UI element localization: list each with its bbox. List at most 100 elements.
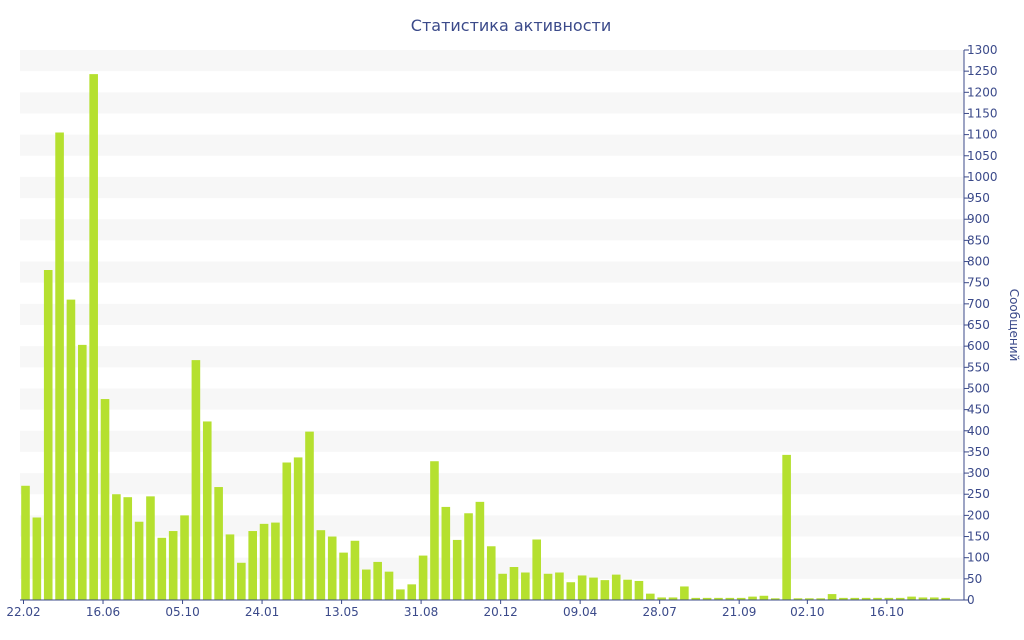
bar <box>180 515 189 600</box>
bar <box>464 513 473 600</box>
y-tick-label: 650 <box>967 318 990 332</box>
bar <box>498 573 507 600</box>
bar <box>282 462 292 600</box>
bar <box>680 586 689 600</box>
y-tick-label: 400 <box>967 424 990 438</box>
grid-band <box>20 134 964 156</box>
bar <box>305 431 314 600</box>
bar <box>259 523 269 600</box>
x-tick-label: 02.10 <box>790 605 824 619</box>
bar <box>327 536 337 600</box>
bar <box>691 597 701 600</box>
bar <box>362 569 371 600</box>
bar <box>112 494 121 600</box>
bar <box>134 521 144 600</box>
bar <box>418 555 428 600</box>
grid-band <box>20 515 964 537</box>
bar <box>600 580 610 600</box>
bar <box>384 571 394 600</box>
bar <box>373 561 382 600</box>
bar <box>657 597 666 600</box>
grid-band <box>20 303 964 325</box>
x-tick-label: 16.10 <box>870 605 904 619</box>
y-tick-label: 1200 <box>967 85 998 99</box>
y-tick-label: 1050 <box>967 149 998 163</box>
y-tick-label: 200 <box>967 508 990 522</box>
y-tick-label: 1100 <box>967 128 998 142</box>
bar <box>350 540 360 600</box>
bar <box>759 595 769 600</box>
x-tick-label: 28.07 <box>642 605 676 619</box>
grid-band <box>20 430 964 452</box>
bar <box>293 457 303 600</box>
grid-band <box>20 261 964 283</box>
grid-bands <box>20 50 964 579</box>
bar <box>816 598 825 600</box>
bar <box>100 399 110 600</box>
y-tick-label: 0 <box>967 593 975 607</box>
bar <box>827 594 837 600</box>
bar <box>839 597 848 600</box>
x-tick-label: 05.10 <box>165 605 199 619</box>
bar <box>157 537 167 600</box>
y-tick-label: 300 <box>967 466 990 480</box>
chart-title: Статистика активности <box>411 16 611 35</box>
bar <box>725 597 735 600</box>
bar <box>486 546 496 600</box>
bar <box>430 461 439 600</box>
bar <box>589 577 598 600</box>
grid-band <box>20 388 964 410</box>
y-tick-label: 1000 <box>967 170 998 184</box>
bar <box>78 344 87 600</box>
x-tick-label: 24.01 <box>245 605 279 619</box>
x-tick-label: 16.06 <box>86 605 120 619</box>
bar <box>339 552 348 600</box>
y-tick-label: 1250 <box>967 64 998 78</box>
bar <box>714 597 723 600</box>
bar <box>248 531 257 600</box>
y-tick-label: 900 <box>967 212 990 226</box>
y-tick-label: 1150 <box>967 106 998 120</box>
bar <box>123 497 133 600</box>
bar <box>941 597 950 600</box>
grid-band <box>20 50 964 72</box>
bar <box>907 596 916 600</box>
bar <box>89 74 98 601</box>
y-tick-label: 100 <box>967 551 990 565</box>
x-tick-label: 31.08 <box>404 605 438 619</box>
bar <box>646 593 655 600</box>
bar <box>918 597 928 600</box>
bar <box>225 534 235 600</box>
bar <box>805 598 814 600</box>
y-tick-label: 1300 <box>967 43 998 57</box>
grid-band <box>20 176 964 199</box>
bar <box>146 496 155 600</box>
bar <box>316 530 326 600</box>
bar <box>634 580 644 600</box>
y-tick-label: 950 <box>967 191 990 205</box>
bar <box>543 573 553 600</box>
y-tick-label: 750 <box>967 276 990 290</box>
bar <box>214 487 223 600</box>
grid-band <box>20 92 964 114</box>
x-axis-ticks: 22.02 16.06 05.10 24.01 13.05 31.08 20.12 09.04… <box>6 600 904 619</box>
bar <box>555 572 564 600</box>
bar <box>66 299 76 600</box>
bar <box>884 597 894 600</box>
bar <box>191 360 201 600</box>
y-tick-label: 500 <box>967 381 990 395</box>
y-tick-label: 450 <box>967 403 990 417</box>
x-tick-label: 09.04 <box>563 605 597 619</box>
bar <box>748 596 757 600</box>
bar <box>55 132 64 600</box>
bar <box>793 598 803 600</box>
y-tick-label: 550 <box>967 360 990 374</box>
y-tick-label: 250 <box>967 487 990 501</box>
grid-band <box>20 219 964 241</box>
bar <box>407 584 417 600</box>
bar <box>850 597 860 600</box>
bar <box>668 597 678 600</box>
bar <box>237 562 246 600</box>
grid-band <box>20 346 964 368</box>
